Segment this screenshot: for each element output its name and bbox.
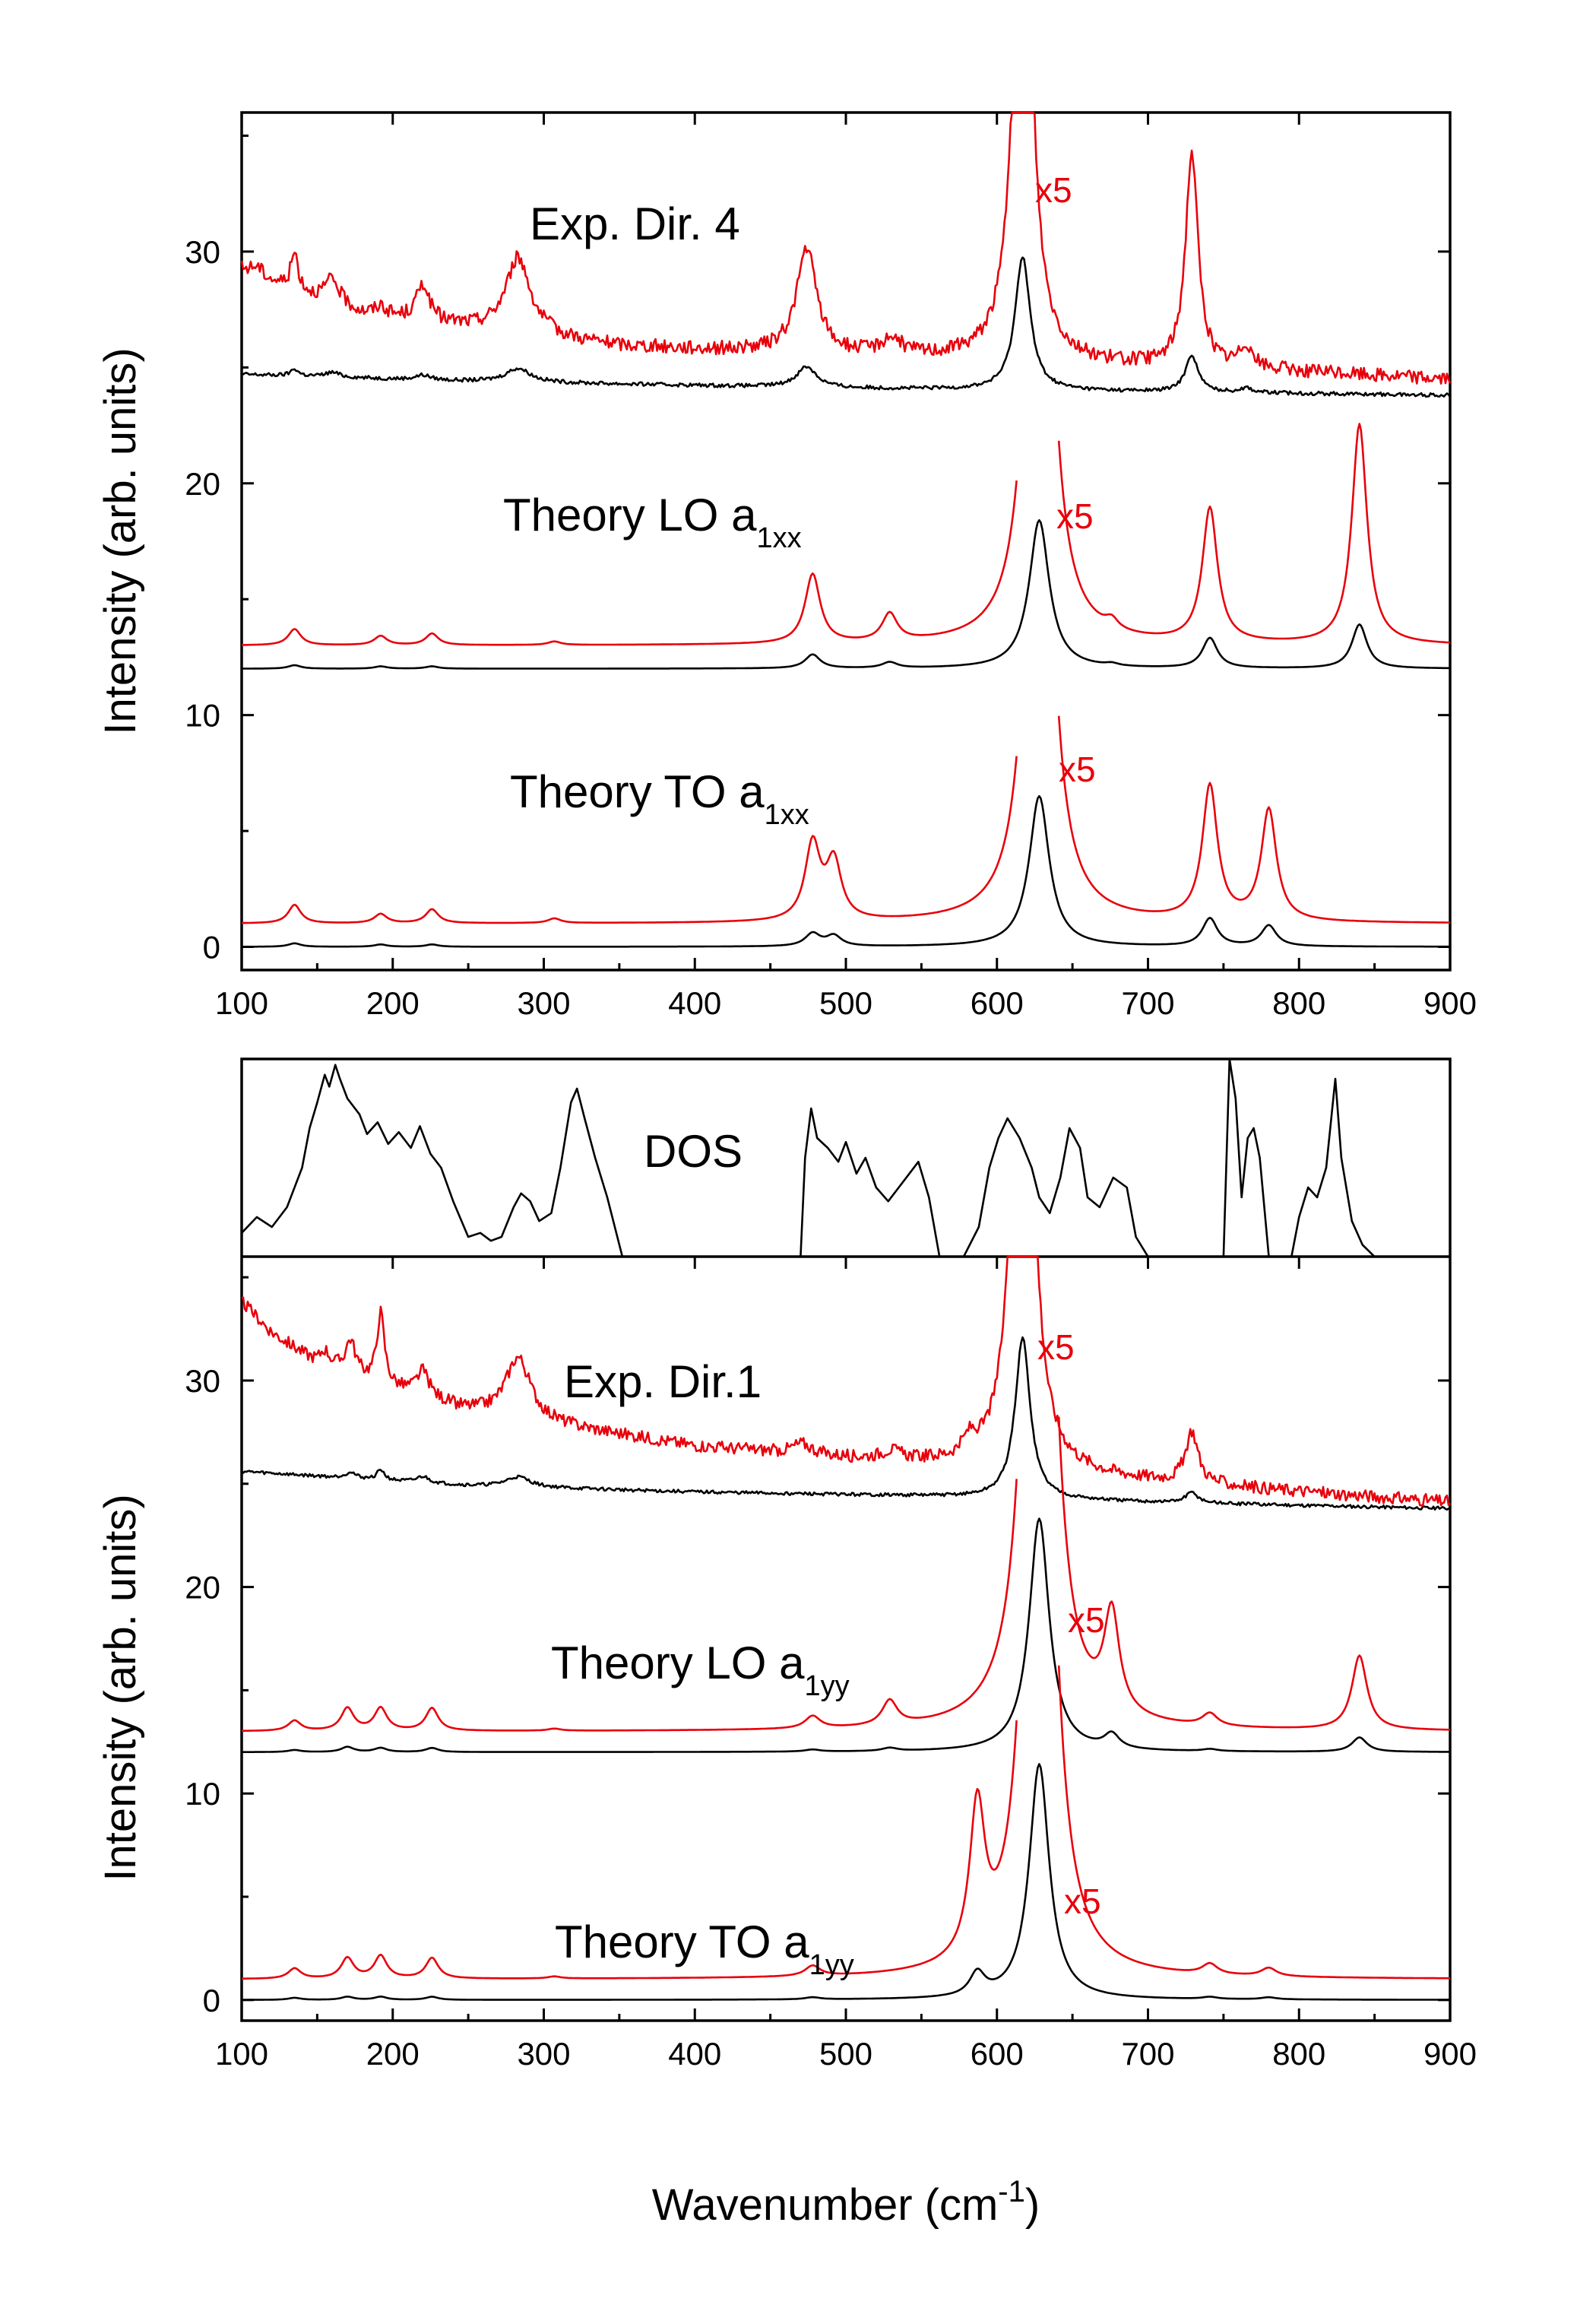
- x-tick-label-top-500: 500: [819, 985, 872, 1021]
- label-theory-to-a1xx: Theory TO a1xx: [510, 766, 809, 831]
- top-y-axis-title: Intensity (arb. units): [96, 347, 145, 734]
- y-tick-label-top-10: 10: [185, 698, 220, 734]
- trace-top-5-seg0: [241, 756, 1018, 924]
- scale-label-exp-dir-1: x5: [1037, 1327, 1075, 1367]
- scale-label-exp-dir-4: x5: [1035, 170, 1072, 210]
- label-theory-lo-a1xx-text: Theory LO a: [503, 490, 757, 541]
- top-panel-traces: [240, 111, 1452, 948]
- y-tick-label-top-20: 20: [185, 466, 220, 502]
- trace-bottom-1: [241, 1255, 1452, 1507]
- label-theory-to-a1xx-subscript: 1xx: [765, 799, 809, 831]
- label-theory-to-a1xx-text: Theory TO a: [510, 766, 765, 817]
- x-tick-label-bottom-600: 600: [971, 2036, 1024, 2072]
- trace-top-3-seg1: [1057, 423, 1451, 644]
- x-tick-label-top-800: 800: [1272, 985, 1325, 1021]
- x-tick-label-bottom-700: 700: [1121, 2036, 1174, 2072]
- label-exp-dir-4-text: Exp. Dir. 4: [530, 198, 740, 249]
- x-tick-label-top-400: 400: [668, 985, 721, 1021]
- x-axis-title-superscript: -1: [998, 2175, 1025, 2208]
- x-axis-title-suffix: ): [1025, 2180, 1040, 2230]
- trace-bottom-3-seg1: [1057, 1416, 1450, 1731]
- x-tick-label-bottom-200: 200: [366, 2036, 420, 2072]
- label-theory-lo-a1xx-subscript: 1xx: [757, 522, 802, 554]
- label-exp-dir-1-text: Exp. Dir.1: [564, 1356, 762, 1407]
- x-axis-title: Wavenumber (cm-1): [652, 2175, 1040, 2230]
- label-theory-lo-a1yy-subscript: 1yy: [805, 1670, 850, 1702]
- trace-top-5-seg1: [1057, 715, 1450, 924]
- x-tick-label-top-900: 900: [1423, 985, 1477, 1021]
- trace-top-2: [242, 519, 1451, 670]
- y-tick-label-bottom-20: 20: [185, 1570, 220, 1606]
- label-theory-to-a1yy-subscript: 1yy: [809, 1949, 854, 1981]
- x-tick-label-top-100: 100: [215, 985, 268, 1021]
- trace-dos-0: [241, 1057, 1376, 1258]
- x-tick-label-top-300: 300: [517, 985, 570, 1021]
- trace-bottom-5-seg0: [241, 1720, 1018, 1980]
- scale-label-theory-lo-a1yy: x5: [1068, 1600, 1105, 1640]
- y-tick-label-bottom-10: 10: [185, 1776, 220, 1812]
- x-tick-label-top-200: 200: [366, 985, 420, 1021]
- label-theory-to-a1yy: Theory TO a1yy: [555, 1916, 854, 1981]
- x-tick-label-bottom-100: 100: [215, 2036, 268, 2072]
- label-theory-lo-a1yy-text: Theory LO a: [551, 1637, 805, 1688]
- y-tick-label-bottom-30: 30: [185, 1363, 220, 1399]
- label-theory-lo-a1xx: Theory LO a1xx: [503, 490, 802, 554]
- bottom-panel-traces: [241, 1255, 1452, 2001]
- x-tick-label-bottom-800: 800: [1272, 2036, 1325, 2072]
- trace-bottom-5-seg1: [1057, 1665, 1451, 1980]
- x-tick-label-bottom-400: 400: [668, 2036, 721, 2072]
- label-exp-dir-4: Exp. Dir. 4: [530, 198, 740, 249]
- trace-bottom-0: [241, 1336, 1451, 1511]
- label-exp-dir-1: Exp. Dir.1: [564, 1356, 762, 1407]
- bottom-panel-axes: 100 200 300 400 500 600 700 800 900 0 10 20 30: [185, 1257, 1477, 2072]
- label-theory-lo-a1yy: Theory LO a1yy: [551, 1637, 850, 1702]
- dos-label: DOS: [644, 1126, 743, 1177]
- label-theory-to-a1yy-text: Theory TO a: [555, 1916, 809, 1967]
- trace-top-4: [241, 794, 1450, 948]
- scale-label-theory-to-a1yy: x5: [1064, 1882, 1101, 1921]
- x-tick-label-bottom-900: 900: [1423, 2036, 1477, 2072]
- top-panel-axes: 100 200 300 400 500 600 700 800 900 0 10 20 30: [185, 113, 1477, 1021]
- scale-label-theory-to-a1xx: x5: [1059, 750, 1096, 789]
- x-tick-label-bottom-500: 500: [819, 2036, 872, 2072]
- trace-top-1: [240, 111, 1452, 385]
- y-tick-label-top-30: 30: [185, 234, 220, 270]
- dos-panel-traces: [241, 1057, 1376, 1258]
- trace-bottom-3-seg0: [242, 1479, 1018, 1733]
- x-tick-label-top-600: 600: [971, 985, 1024, 1021]
- y-tick-label-top-0: 0: [203, 930, 220, 965]
- trace-top-3-seg0: [242, 480, 1018, 646]
- trace-bottom-2: [242, 1517, 1450, 1753]
- scale-label-theory-lo-a1xx: x5: [1056, 496, 1094, 536]
- trace-bottom-4: [242, 1763, 1450, 2001]
- x-tick-label-bottom-300: 300: [517, 2036, 570, 2072]
- bottom-y-axis-title: Intensity (arb. units): [96, 1494, 145, 1881]
- trace-top-0: [241, 256, 1452, 398]
- y-tick-label-bottom-0: 0: [203, 1983, 220, 2018]
- x-tick-label-top-700: 700: [1121, 985, 1174, 1021]
- x-axis-title-main: Wavenumber (cm: [652, 2180, 999, 2230]
